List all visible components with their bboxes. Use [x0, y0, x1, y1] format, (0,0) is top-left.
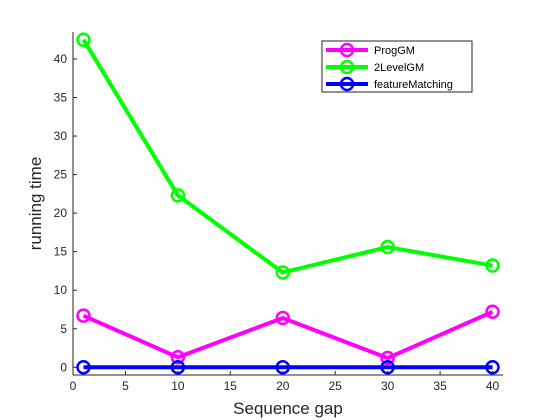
- series-line: [82, 309, 494, 361]
- data-point: [275, 265, 291, 280]
- legend-label: featureMatching: [374, 79, 453, 91]
- x-tick-label: 40: [486, 379, 500, 393]
- data-point: [485, 304, 500, 320]
- series-featureMatching: [76, 360, 500, 375]
- data-point: [170, 360, 186, 375]
- y-tick-label: 20: [54, 206, 68, 220]
- legend-label: ProgGM: [374, 45, 415, 57]
- x-axis-label: Sequence gap: [233, 399, 343, 418]
- data-point: [275, 310, 291, 326]
- legend-marker: [339, 42, 355, 58]
- data-point: [380, 360, 395, 375]
- legend-entry: ProgGM: [326, 42, 415, 58]
- data-point: [380, 350, 395, 366]
- plot-series: [76, 32, 500, 375]
- x-tick-label: 30: [381, 379, 395, 393]
- x-tick-label: 15: [224, 379, 238, 393]
- y-tick-label: 15: [54, 245, 68, 259]
- y-tick-label: 25: [54, 168, 68, 182]
- x-tick-label: 25: [329, 379, 343, 393]
- data-point: [76, 360, 91, 375]
- data-point: [485, 258, 500, 273]
- y-tick-label: 40: [54, 52, 68, 66]
- legend: ProgGM 2LevelGM featureMatching: [321, 40, 473, 93]
- series-line: [81, 38, 493, 275]
- data-point: [170, 188, 186, 203]
- series-2LevelGM: [76, 32, 500, 280]
- x-tick-label: 35: [433, 379, 447, 393]
- data-point: [380, 239, 395, 255]
- y-tick-label: 5: [60, 322, 67, 336]
- legend-marker: [339, 59, 355, 75]
- y-tick-label: 35: [54, 91, 68, 105]
- legend-marker: [339, 76, 355, 92]
- data-point: [170, 350, 186, 365]
- legend-label: 2LevelGM: [374, 62, 424, 74]
- data-point: [485, 360, 500, 375]
- data-point: [76, 308, 91, 323]
- x-tick-label: 10: [171, 379, 185, 393]
- legend-entry: featureMatching: [326, 76, 453, 92]
- y-tick-label: 30: [54, 129, 68, 143]
- legend-entry: 2LevelGM: [326, 59, 424, 75]
- data-point: [76, 32, 91, 47]
- y-tick-label: 0: [60, 360, 67, 374]
- x-tick-label: 5: [122, 379, 129, 393]
- y-tick-label: 10: [54, 283, 68, 297]
- data-point: [275, 360, 291, 375]
- series-ProgGM: [76, 304, 500, 366]
- x-tick-label: 20: [276, 379, 290, 393]
- x-tick-label: 0: [70, 379, 77, 393]
- y-axis-label: running time: [26, 157, 45, 251]
